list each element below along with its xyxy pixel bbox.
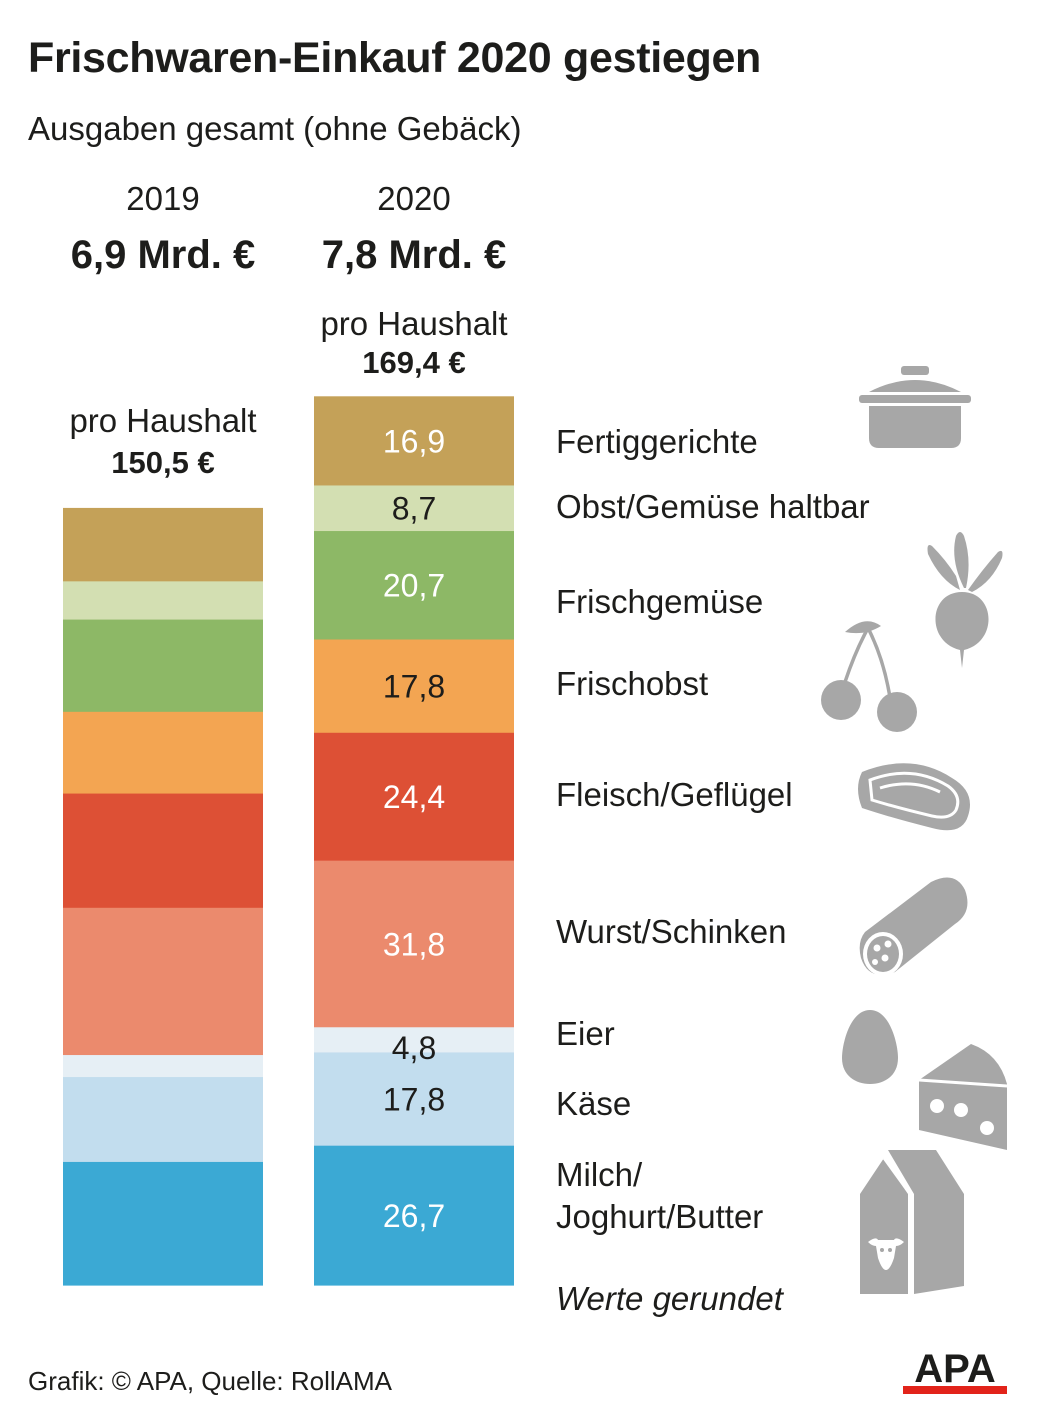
bar-segment-2019-fleisch-gefluegel bbox=[63, 792, 263, 908]
pot-icon bbox=[859, 366, 971, 448]
per-household-2020-label: pro Haushalt bbox=[320, 305, 508, 342]
bar-segment-2019-milch-joghurt-butter bbox=[63, 1161, 263, 1286]
bar-value-2020-milch-joghurt-butter: 26,7 bbox=[383, 1198, 445, 1234]
bar-segment-2020-fertiggerichte bbox=[314, 396, 514, 486]
per-household-2019-value: 150,5 € bbox=[111, 445, 215, 480]
bar-segment-2020-frischobst bbox=[314, 638, 514, 733]
category-label-joghurt-butter: Joghurt/Butter bbox=[556, 1198, 764, 1235]
total-2019: 6,9 Mrd. € bbox=[70, 233, 256, 277]
year-2020-label: 2020 bbox=[377, 180, 451, 217]
cherries-icon bbox=[821, 621, 917, 732]
category-label-frischgemuese: Frischgemüse bbox=[556, 583, 764, 620]
bar-segment-2019-kaese bbox=[63, 1076, 263, 1162]
apa-logo-text: APA bbox=[914, 1348, 995, 1391]
sausage-icon bbox=[859, 877, 968, 976]
per-household-2020-value: 169,4 € bbox=[362, 345, 466, 380]
bar-segment-2020-obst-gemuese-haltbar bbox=[314, 484, 514, 532]
radish-icon bbox=[927, 532, 1003, 668]
bar-value-2020-frischgemuese: 20,7 bbox=[383, 568, 445, 604]
apa-logo: APA bbox=[903, 1348, 1007, 1394]
source-credit: Grafik: © APA, Quelle: RollAMA bbox=[28, 1366, 393, 1396]
apa-logo-bar bbox=[903, 1386, 1007, 1394]
chart-title: Frischwaren-Einkauf 2020 gestiegen bbox=[28, 34, 762, 82]
category-label-fleisch-gefluegel: Fleisch/Geflügel bbox=[556, 776, 793, 813]
category-label-fertiggerichte: Fertiggerichte bbox=[556, 423, 758, 460]
chart-subtitle: Ausgaben gesamt (ohne Gebäck) bbox=[28, 110, 522, 147]
bar-value-2020-fleisch-gefluegel: 24,4 bbox=[383, 779, 445, 815]
bar-value-2020-frischobst: 17,8 bbox=[383, 669, 445, 705]
per-household-2019-label: pro Haushalt bbox=[69, 402, 257, 439]
cheese-icon bbox=[918, 1044, 1008, 1150]
bar-value-2020-kaese: 17,8 bbox=[383, 1081, 445, 1117]
bar-value-2020-eier: 4,8 bbox=[392, 1030, 436, 1066]
total-2020: 7,8 Mrd. € bbox=[321, 233, 507, 277]
year-2019-label: 2019 bbox=[126, 180, 200, 217]
bar-value-2020-obst-gemuese-haltbar: 8,7 bbox=[392, 491, 436, 527]
steak-icon bbox=[858, 763, 970, 831]
category-label-kaese: Käse bbox=[556, 1085, 632, 1122]
bar-segment-2020-eier bbox=[314, 1026, 514, 1053]
bar-segment-2020-kaese bbox=[314, 1051, 514, 1146]
bar-segment-2019-obst-gemuese-haltbar bbox=[63, 580, 263, 620]
category-label-obst-gemuese-haltbar: Obst/Gemüse haltbar bbox=[556, 488, 870, 525]
category-label-eier: Eier bbox=[556, 1015, 615, 1052]
egg-icon bbox=[842, 1010, 898, 1084]
bar-value-2020-fertiggerichte: 16,9 bbox=[383, 424, 445, 460]
bar-segment-2019-frischobst bbox=[63, 711, 263, 794]
bar-segment-2020-wurst-schinken bbox=[314, 860, 514, 1028]
bar-segment-2020-milch-joghurt-butter bbox=[314, 1145, 514, 1286]
bar-value-2020-wurst-schinken: 31,8 bbox=[383, 926, 445, 962]
footnote-rounded: Werte gerundet bbox=[556, 1280, 783, 1317]
category-label-frischobst: Frischobst bbox=[556, 665, 709, 702]
bar-segment-2019-frischgemuese bbox=[63, 619, 263, 712]
bar-segment-2019-wurst-schinken bbox=[63, 907, 263, 1056]
milk-carton-icon bbox=[860, 1150, 964, 1294]
bar-segment-2020-frischgemuese bbox=[314, 530, 514, 640]
category-label-milch: Milch/ bbox=[556, 1156, 643, 1193]
bar-segment-2020-fleisch-gefluegel bbox=[314, 732, 514, 861]
bar-segment-2019-eier bbox=[63, 1054, 263, 1078]
category-label-wurst-schinken: Wurst/Schinken bbox=[556, 913, 787, 950]
bar-segment-2019-fertiggerichte bbox=[63, 507, 263, 582]
